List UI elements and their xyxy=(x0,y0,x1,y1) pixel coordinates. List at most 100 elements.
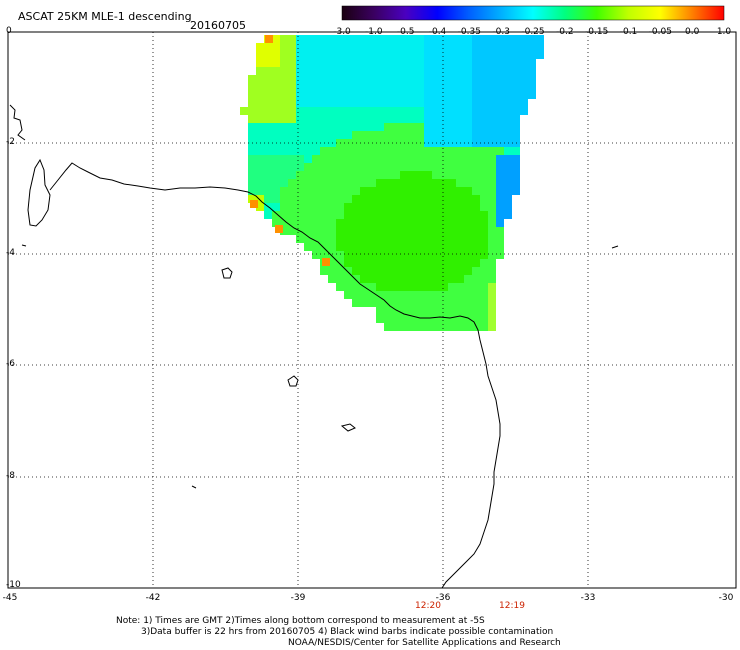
swath-cell xyxy=(488,35,496,43)
swath-cell xyxy=(352,203,360,211)
swath-cell xyxy=(296,211,304,219)
swath-cell xyxy=(280,179,288,187)
swath-cell xyxy=(416,275,424,283)
swath-cell xyxy=(408,283,416,291)
swath-cell xyxy=(464,99,472,107)
swath-cell xyxy=(440,35,448,43)
swath-cell xyxy=(288,59,296,67)
swath-cell xyxy=(376,195,384,203)
swath-cell xyxy=(392,99,400,107)
swath-cell xyxy=(352,83,360,91)
swath-cell xyxy=(248,155,256,163)
swath-cell xyxy=(296,187,304,195)
swath-cell xyxy=(448,251,456,259)
swath-cell xyxy=(472,171,480,179)
swath-cell xyxy=(280,211,288,219)
swath-cell xyxy=(376,67,384,75)
swath-cell xyxy=(344,99,352,107)
swath-cell xyxy=(416,291,424,299)
note-line-1: Note: 1) Times are GMT 2)Times along bot… xyxy=(116,616,485,626)
swath-cell xyxy=(472,259,480,267)
swath-cell xyxy=(384,187,392,195)
swath-cell xyxy=(304,195,312,203)
swath-cell xyxy=(496,67,504,75)
swath-cell xyxy=(272,123,280,131)
swath-cell xyxy=(336,211,344,219)
swath-cell xyxy=(264,83,272,91)
swath-cell xyxy=(320,51,328,59)
swath-cell xyxy=(344,179,352,187)
swath-cell xyxy=(448,235,456,243)
swath-cell xyxy=(272,91,280,99)
swath-cell xyxy=(304,163,312,171)
swath-cell xyxy=(496,123,504,131)
swath-cell xyxy=(440,163,448,171)
swath-cell xyxy=(472,195,480,203)
swath-cell xyxy=(336,179,344,187)
swath-cell xyxy=(472,35,480,43)
swath-cell xyxy=(472,115,480,123)
swath-cell xyxy=(464,291,472,299)
swath-cell xyxy=(368,227,376,235)
swath-cell xyxy=(448,243,456,251)
swath-cell xyxy=(304,131,312,139)
swath-cell xyxy=(424,43,432,51)
swath-cell xyxy=(296,99,304,107)
swath-cell xyxy=(456,51,464,59)
swath-cell xyxy=(408,171,416,179)
swath-cell xyxy=(304,227,312,235)
swath-cell xyxy=(264,43,272,51)
x-label-36: -36 xyxy=(435,593,451,603)
swath-cell xyxy=(368,275,376,283)
swath-cell xyxy=(344,75,352,83)
swath-cell xyxy=(472,187,480,195)
swath-cell xyxy=(312,147,320,155)
swath-cell xyxy=(288,91,296,99)
swath-cell xyxy=(480,43,488,51)
data-swath xyxy=(240,35,544,331)
swath-cell xyxy=(344,35,352,43)
swath-cell xyxy=(400,115,408,123)
swath-cell xyxy=(440,275,448,283)
swath-cell xyxy=(432,91,440,99)
swath-cell xyxy=(472,147,480,155)
swath-cell xyxy=(376,83,384,91)
coast-island-marajo xyxy=(27,158,51,227)
swath-cell xyxy=(344,51,352,59)
swath-cell xyxy=(440,243,448,251)
swath-cell xyxy=(344,291,352,299)
swath-cell xyxy=(368,107,376,115)
swath-cell xyxy=(416,131,424,139)
swath-cell xyxy=(432,147,440,155)
swath-cell xyxy=(480,227,488,235)
swath-cell xyxy=(440,179,448,187)
swath-cell xyxy=(432,283,440,291)
swath-cell xyxy=(440,147,448,155)
swath-cell xyxy=(368,291,376,299)
swath-cell xyxy=(400,131,408,139)
colorbar-label: -0.4 xyxy=(428,27,447,37)
swath-cell xyxy=(304,99,312,107)
swath-cell xyxy=(384,115,392,123)
swath-cell xyxy=(368,155,376,163)
swath-cell xyxy=(472,51,480,59)
swath-cell xyxy=(328,59,336,67)
swath-cell xyxy=(464,35,472,43)
swath-cell xyxy=(480,131,488,139)
swath-cell xyxy=(424,123,432,131)
swath-cell xyxy=(512,35,520,43)
swath-cell xyxy=(296,107,304,115)
swath-cell xyxy=(488,259,496,267)
swath-cell xyxy=(384,123,392,131)
swath-cell xyxy=(448,203,456,211)
swath-cell xyxy=(368,115,376,123)
swath-cell xyxy=(400,195,408,203)
swath-cell xyxy=(336,43,344,51)
swath-cell xyxy=(352,211,360,219)
swath-cell xyxy=(328,115,336,123)
swath-cell xyxy=(496,99,504,107)
swath-cell xyxy=(480,123,488,131)
swath-cell xyxy=(320,107,328,115)
swath-cell xyxy=(368,195,376,203)
swath-cell xyxy=(416,107,424,115)
